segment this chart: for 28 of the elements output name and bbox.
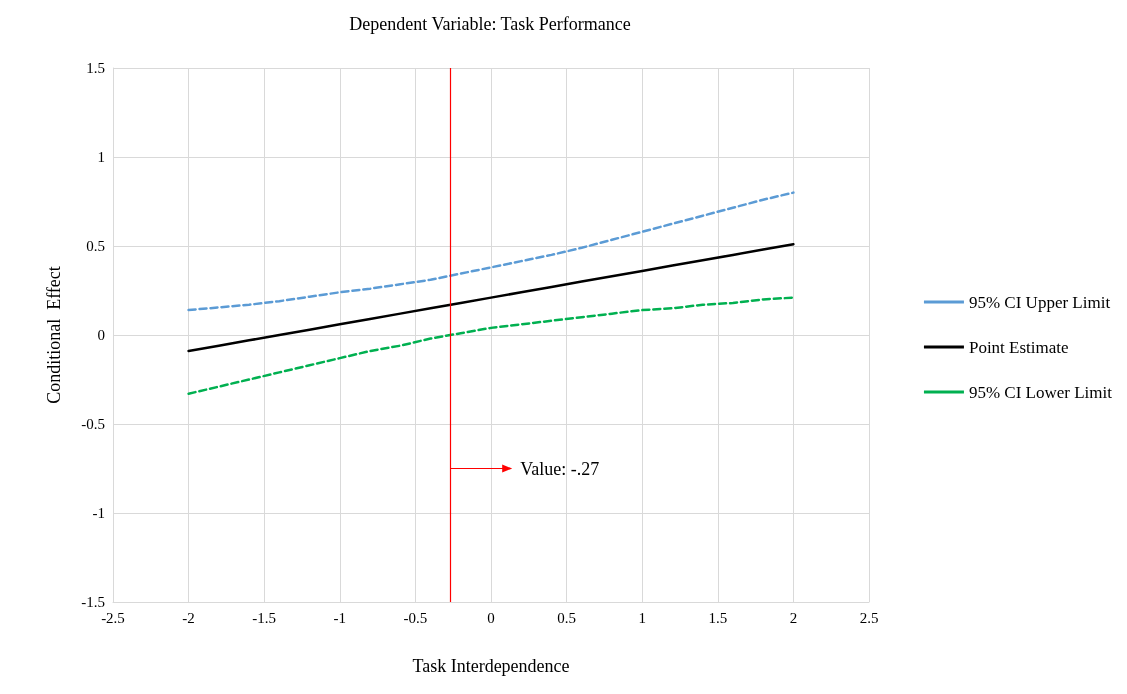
legend-label: 95% CI Lower Limit (968, 382, 1113, 402)
x-tick-label: 2.5 (859, 609, 879, 626)
x-tick-label: -2.5 (101, 609, 125, 626)
legend-label: 95% CI Upper Limit (968, 292, 1111, 312)
line-series (187, 242, 795, 353)
y-tick-label: -0.5 (81, 416, 105, 432)
x-tick-label: 0.5 (557, 609, 576, 626)
x-tick-label: 1.5 (708, 609, 728, 626)
x-tick-label: -1.5 (252, 609, 277, 626)
x-tick-label: -2 (182, 609, 195, 626)
x-axis-title: Task Interdependence (412, 656, 570, 676)
x-tick-label: 2 (789, 609, 798, 626)
x-tick-label: -0.5 (403, 609, 428, 626)
x-tick-label: 1 (638, 609, 646, 626)
y-tick-label: 0 (97, 327, 105, 343)
x-tick-label: 0 (487, 609, 495, 626)
annotation: Value: -.27 (520, 458, 600, 479)
y-tick-label: -1 (92, 505, 105, 521)
legend-label: Point Estimate (968, 337, 1069, 357)
y-tick-label: 1 (97, 149, 105, 165)
y-axis-title: Conditional Effect (44, 266, 64, 404)
y-tick-label: 1.5 (86, 60, 105, 76)
line-series (187, 296, 795, 395)
x-tick-label: -1 (333, 609, 347, 626)
chart-title: Dependent Variable: Task Performance (349, 14, 631, 34)
line-series (187, 191, 795, 312)
y-tick-label: -1.5 (81, 594, 105, 610)
y-tick-label: 0.5 (86, 238, 105, 254)
